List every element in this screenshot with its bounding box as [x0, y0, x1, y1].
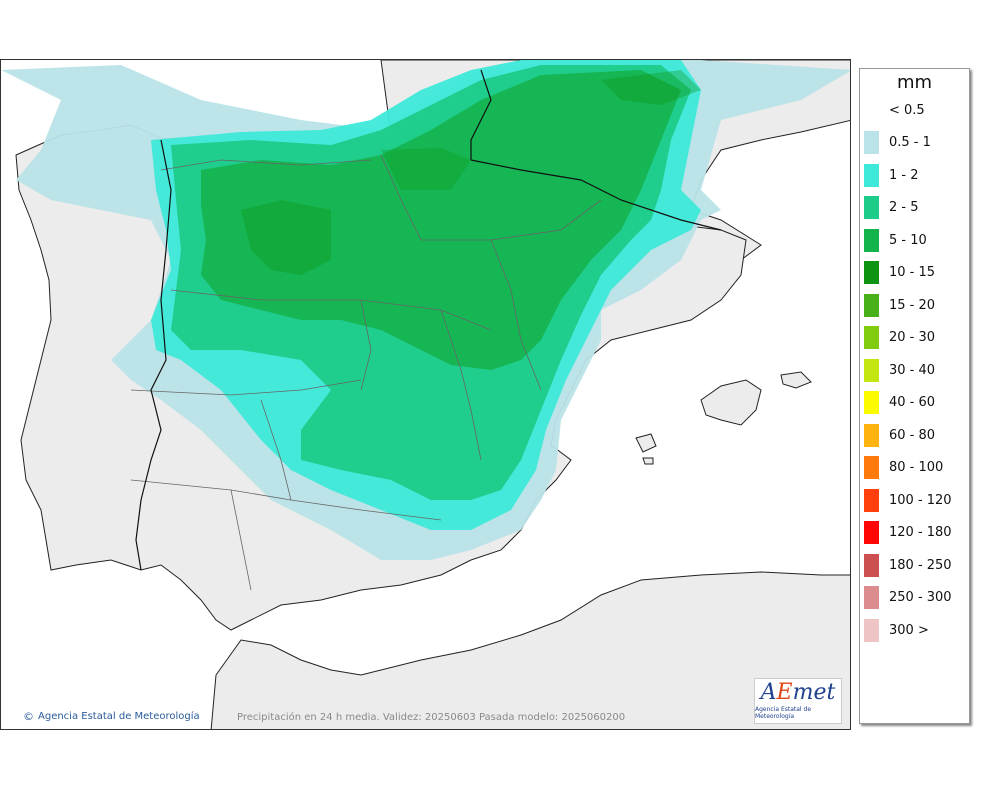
- africa-land: [210, 571, 850, 729]
- legend-label: 20 - 30: [889, 330, 936, 345]
- legend-item: 300 >: [864, 618, 929, 642]
- legend-label: 0.5 - 1: [889, 135, 931, 150]
- legend-swatch: [864, 196, 879, 219]
- legend-item: 20 - 30: [864, 326, 936, 349]
- legend-label: 15 - 20: [889, 297, 936, 313]
- national-borders: [135, 69, 722, 571]
- legend-item: 40 - 60: [864, 391, 936, 414]
- legend-label: 60 - 80: [889, 427, 936, 443]
- legend-item: 60 - 80: [864, 423, 936, 447]
- credit-text: Agencia Estatal de Meteorología: [38, 711, 200, 722]
- legend-panel: mm < 0.5 0.5 - 1 1 - 2 2 - 5 5 - 10 10 - 15 15…: [859, 68, 970, 724]
- mallorca-land: [700, 379, 762, 426]
- precipitation-map[interactable]: © Agencia Estatal de Meteorología Precip…: [0, 59, 851, 730]
- legend-swatch: [864, 423, 879, 447]
- precip-10-15: [241, 200, 331, 275]
- legend-swatch: [864, 163, 879, 187]
- legend-item: 30 - 40: [864, 358, 936, 382]
- legend-label: 300 >: [889, 622, 929, 638]
- legend-swatch: [864, 326, 879, 349]
- legend-item: 80 - 100: [864, 456, 944, 479]
- legend-swatch: [864, 261, 879, 284]
- legend-item: 10 - 15: [864, 261, 936, 284]
- legend-swatch: [864, 293, 879, 317]
- legend-swatch: [864, 228, 879, 252]
- legend-label: 2 - 5: [889, 200, 919, 215]
- legend-swatch: [864, 488, 879, 512]
- legend-unit: mm: [896, 72, 933, 93]
- legend-label: 40 - 60: [889, 395, 936, 410]
- logo-letter-a: A: [760, 680, 777, 705]
- copyright-icon: ©: [23, 710, 34, 723]
- legend-item: 250 - 300: [864, 586, 952, 609]
- legend-item: 0.5 - 1: [864, 131, 931, 154]
- validity-text: Precipitación en 24 h media. Validez: 20…: [237, 712, 626, 723]
- legend-swatch: [864, 521, 879, 544]
- legend-item: 120 - 180: [864, 521, 952, 544]
- legend-label: 100 - 120: [889, 492, 952, 508]
- legend-swatch: [864, 586, 879, 609]
- legend-item: 2 - 5: [864, 196, 919, 219]
- legend-label: < 0.5: [889, 102, 925, 118]
- precip-10-15-b: [601, 70, 701, 105]
- legend-label: 250 - 300: [889, 590, 952, 605]
- legend-label: 10 - 15: [889, 265, 936, 280]
- logo-mark: AEmet: [761, 682, 836, 704]
- aemet-logo: AEmet Agencia Estatal de Meteorología: [754, 678, 842, 724]
- legend-item: 15 - 20: [864, 293, 936, 317]
- legend-swatch: [864, 358, 879, 382]
- logo-letter-e: E: [776, 680, 793, 705]
- legend-label: 30 - 40: [889, 362, 936, 378]
- legend-label: 80 - 100: [889, 460, 944, 475]
- legend-swatch: [864, 131, 879, 154]
- legend-item: 5 - 10: [864, 228, 927, 252]
- legend-swatch: [864, 391, 879, 414]
- legend-swatch: [864, 618, 879, 642]
- legend-label: 180 - 250: [889, 557, 952, 573]
- legend-swatch: [864, 456, 879, 479]
- legend-label: 1 - 2: [889, 167, 919, 183]
- precip-layer: [1, 60, 850, 560]
- legend-item: 100 - 120: [864, 488, 952, 512]
- legend-item: 180 - 250: [864, 553, 952, 577]
- precip-10-15-c: [381, 148, 471, 190]
- credit-line: © Agencia Estatal de Meteorología: [23, 710, 200, 723]
- ibiza-land: [635, 433, 657, 453]
- legend-item: < 0.5: [864, 99, 925, 121]
- precip-5-10: [201, 70, 681, 370]
- region-borders: [130, 154, 602, 591]
- legend-label: 5 - 10: [889, 232, 927, 248]
- map-canvas: [1, 60, 850, 729]
- legend-label: 120 - 180: [889, 525, 952, 540]
- logo-letters-met: met: [792, 680, 836, 705]
- logo-subtitle: Agencia Estatal de Meteorología: [755, 706, 812, 720]
- legend-swatch: [864, 99, 879, 122]
- legend-swatch: [864, 553, 879, 577]
- formentera-land: [642, 457, 654, 465]
- legend-item: 1 - 2: [864, 163, 919, 187]
- menorca-land: [780, 371, 812, 389]
